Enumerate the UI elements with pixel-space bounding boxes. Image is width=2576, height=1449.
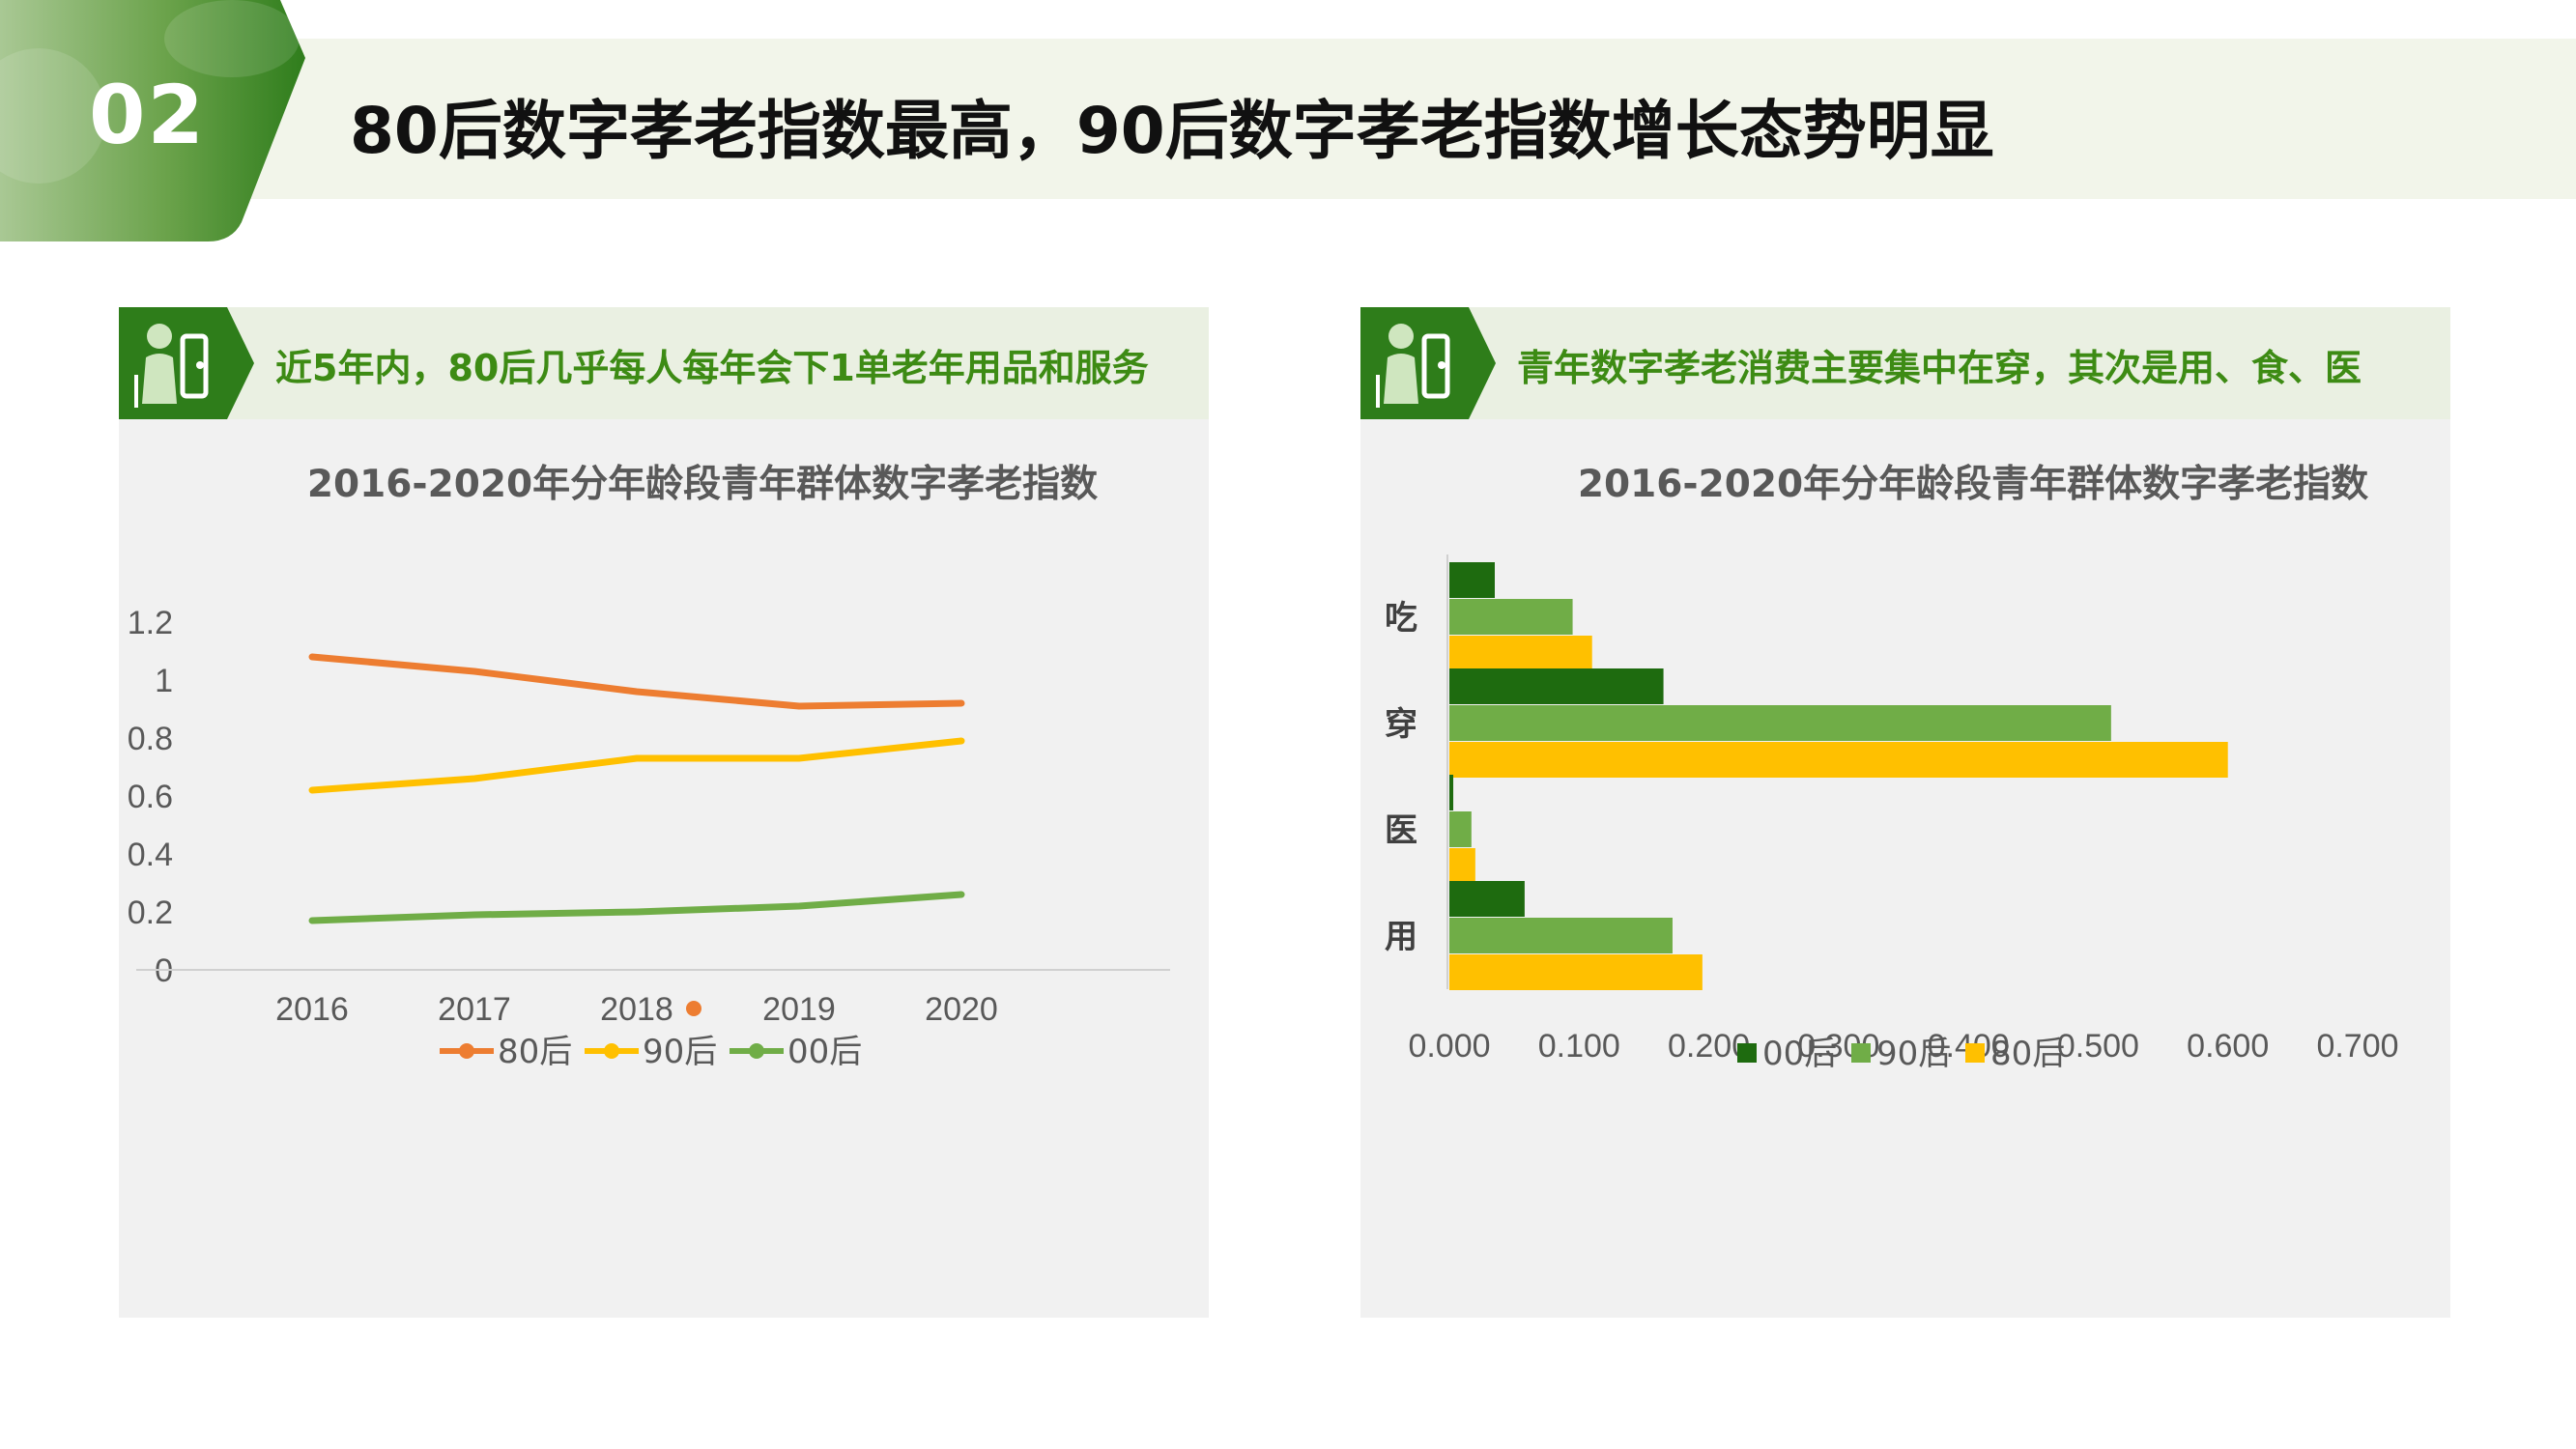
legend-label: 90后 xyxy=(643,1033,717,1071)
bar xyxy=(1449,848,1475,884)
panel-header: 近5年内，80后几乎每人每年会下1单老年用品和服务 xyxy=(119,307,1209,419)
title-band xyxy=(0,39,2576,199)
series-lines xyxy=(308,653,965,924)
panel-header: 青年数字孝老消费主要集中在穿，其次是用、食、医 xyxy=(1360,307,2450,419)
chart-title: 2016-2020年分年龄段青年群体数字孝老指数 xyxy=(307,463,1098,506)
y-tick-label: 1 xyxy=(155,663,173,699)
category-label: 医 xyxy=(1385,811,1417,850)
line-chart-panel: 近5年内，80后几乎每人每年会下1单老年用品和服务 2016-2020年分年龄段… xyxy=(119,307,1209,1318)
panel-header-text: 近5年内，80后几乎每人每年会下1单老年用品和服务 xyxy=(275,347,1149,389)
y-tick-label: 0.2 xyxy=(128,895,173,931)
legend-swatch xyxy=(1965,1043,1985,1063)
category-label: 吃 xyxy=(1385,599,1417,638)
x-tick-label: 2020 xyxy=(925,991,998,1028)
bar xyxy=(1449,599,1573,635)
bar xyxy=(1449,881,1525,917)
legend: 80后 90后 00后 xyxy=(440,1033,862,1071)
stray-marker xyxy=(686,1001,701,1016)
x-tick-label: 2016 xyxy=(275,991,349,1028)
bar xyxy=(1449,742,2228,778)
legend-label: 80后 xyxy=(1990,1035,2065,1073)
y-tick-label: 0.4 xyxy=(128,837,173,873)
bar xyxy=(1449,705,2111,741)
bar xyxy=(1449,775,1454,810)
panel-header-text: 青年数字孝老消费主要集中在穿，其次是用、食、医 xyxy=(1517,347,2362,389)
chart-title: 2016-2020年分年龄段青年群体数字孝老指数 xyxy=(1578,463,2368,506)
bar xyxy=(1449,954,1703,990)
series-line xyxy=(308,737,965,794)
series-line xyxy=(308,891,965,924)
legend-label: 00后 xyxy=(1762,1035,1837,1073)
bars xyxy=(1449,562,2228,990)
x-axis-ticks: 2016 2017 2018 2019 2020 xyxy=(275,991,998,1028)
x-tick-label: 0.700 xyxy=(2316,1028,2398,1065)
y-tick-label: 0.8 xyxy=(128,721,173,757)
elderly-care-icon xyxy=(1360,307,1496,419)
bar xyxy=(1449,811,1472,847)
section-badge xyxy=(0,0,305,242)
bar-chart-panel: 青年数字孝老消费主要集中在穿，其次是用、食、医 2016-2020年分年龄段青年… xyxy=(1360,307,2450,1318)
bar xyxy=(1449,562,1495,598)
legend-label: 80后 xyxy=(498,1033,572,1071)
legend-label: 90后 xyxy=(1876,1035,1951,1073)
x-tick-label: 0.100 xyxy=(1538,1028,1620,1065)
legend-swatch xyxy=(1737,1043,1757,1063)
x-tick-label: 0.600 xyxy=(2187,1028,2269,1065)
x-tick-label: 0.500 xyxy=(2057,1028,2139,1065)
line-chart: 2016-2020年分年龄段青年群体数字孝老指数 00.20.40.60.811… xyxy=(128,463,1170,1071)
legend-marker xyxy=(749,1043,764,1059)
x-tick-label: 2019 xyxy=(762,991,836,1028)
y-axis-ticks: 00.20.40.60.811.2 xyxy=(128,605,173,989)
series-line xyxy=(308,653,965,710)
legend-marker xyxy=(459,1043,474,1059)
y-tick-label: 1.2 xyxy=(128,605,173,641)
legend-label: 00后 xyxy=(787,1033,862,1071)
bar xyxy=(1449,636,1592,671)
x-tick-label: 0.200 xyxy=(1668,1028,1750,1065)
x-tick-label: 2018 xyxy=(600,991,673,1028)
elderly-care-icon xyxy=(119,307,254,419)
section-number: 02 xyxy=(89,68,206,162)
bar xyxy=(1449,918,1673,953)
x-tick-label: 0.000 xyxy=(1408,1028,1490,1065)
category-label: 用 xyxy=(1385,918,1417,956)
bar xyxy=(1449,668,1664,704)
legend: 00后 90后 80后 xyxy=(1737,1035,2065,1073)
legend-marker xyxy=(604,1043,619,1059)
x-tick-label: 2017 xyxy=(438,991,511,1028)
y-tick-label: 0.6 xyxy=(128,779,173,815)
category-label: 穿 xyxy=(1385,705,1417,744)
page-title: 80后数字孝老指数最高，90后数字孝老指数增长态势明显 xyxy=(350,94,1994,168)
legend-swatch xyxy=(1851,1043,1871,1063)
